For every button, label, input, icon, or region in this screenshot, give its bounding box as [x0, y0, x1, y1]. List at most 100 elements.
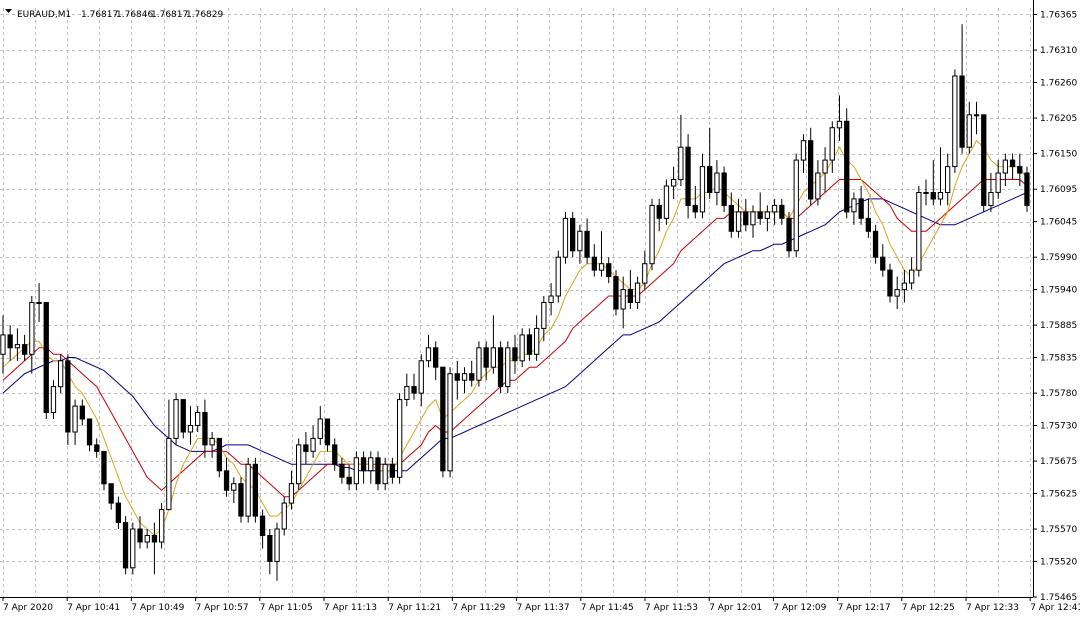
candle[interactable] [771, 198, 778, 225]
candle[interactable] [238, 477, 244, 523]
candle[interactable] [764, 205, 771, 232]
candle[interactable] [72, 399, 78, 445]
candle[interactable] [627, 270, 634, 309]
candle[interactable] [418, 354, 424, 407]
candle[interactable] [7, 325, 13, 361]
candle[interactable] [440, 366, 446, 478]
candle[interactable] [166, 399, 172, 511]
candle[interactable] [721, 166, 727, 212]
candle[interactable] [685, 134, 691, 219]
candle[interactable] [368, 451, 374, 484]
candle[interactable] [606, 257, 612, 284]
candle[interactable] [678, 114, 684, 186]
candle[interactable] [476, 341, 482, 387]
candle[interactable] [274, 522, 280, 581]
candle[interactable] [339, 457, 345, 484]
candle[interactable] [937, 147, 944, 206]
candle[interactable] [310, 425, 316, 458]
candle[interactable] [923, 179, 929, 206]
candle[interactable] [173, 393, 179, 445]
candle[interactable] [195, 406, 201, 432]
candle[interactable] [245, 457, 251, 523]
candle[interactable] [519, 328, 525, 368]
candle[interactable] [425, 334, 432, 368]
candle[interactable] [324, 418, 331, 452]
candle[interactable] [916, 186, 922, 277]
candle[interactable] [591, 244, 598, 277]
candle[interactable] [144, 529, 150, 549]
candle[interactable] [808, 127, 814, 206]
candle[interactable] [815, 160, 821, 206]
candle[interactable] [995, 160, 1001, 199]
candle[interactable] [130, 522, 136, 575]
candle[interactable] [858, 186, 864, 225]
candle[interactable] [1009, 153, 1016, 180]
candle[interactable] [548, 283, 554, 316]
candle[interactable] [512, 334, 518, 374]
triangle-down-icon[interactable] [5, 9, 12, 13]
candle[interactable] [952, 69, 958, 174]
candle[interactable] [14, 328, 21, 361]
candle[interactable] [317, 406, 323, 445]
candle-layer[interactable] [0, 24, 1030, 581]
candle[interactable] [634, 276, 641, 309]
candle[interactable] [822, 147, 828, 193]
candle[interactable] [988, 173, 994, 212]
candle[interactable] [613, 270, 619, 316]
candle[interactable] [829, 121, 835, 173]
candle[interactable] [872, 224, 879, 264]
candle[interactable] [469, 360, 475, 387]
candle[interactable] [735, 198, 742, 238]
candle[interactable] [180, 399, 186, 439]
candle[interactable] [375, 451, 381, 491]
candle[interactable] [966, 101, 972, 154]
candle[interactable] [743, 198, 749, 232]
candle[interactable] [671, 166, 677, 199]
candle[interactable] [137, 516, 143, 549]
candle[interactable] [750, 205, 756, 238]
candle[interactable] [497, 341, 504, 394]
candle[interactable] [865, 198, 872, 238]
candle[interactable] [1017, 153, 1023, 186]
candle[interactable] [642, 250, 648, 290]
candle[interactable] [930, 160, 936, 206]
candle[interactable] [483, 341, 489, 381]
candle[interactable] [714, 160, 720, 206]
candle[interactable] [584, 218, 590, 264]
candle[interactable] [663, 179, 670, 225]
candle[interactable] [303, 432, 309, 465]
candle[interactable] [981, 114, 987, 212]
candle[interactable] [216, 437, 222, 478]
candle[interactable] [649, 198, 655, 271]
candle[interactable] [411, 373, 417, 400]
candle[interactable] [973, 101, 980, 135]
candle[interactable] [454, 360, 460, 400]
candle[interactable] [404, 373, 410, 407]
candle[interactable] [526, 328, 533, 361]
candle[interactable] [909, 257, 915, 290]
candle[interactable] [267, 529, 273, 575]
candle[interactable] [50, 380, 57, 419]
candle[interactable] [534, 315, 540, 361]
candle[interactable] [757, 192, 763, 225]
candle[interactable] [0, 315, 6, 374]
candle[interactable] [296, 438, 302, 491]
candle[interactable] [79, 399, 85, 426]
candle[interactable] [786, 211, 792, 258]
candle[interactable] [202, 399, 208, 458]
candle[interactable] [223, 457, 230, 497]
candle[interactable] [86, 418, 93, 452]
candle[interactable] [281, 496, 287, 536]
candle[interactable] [433, 341, 439, 381]
candle[interactable] [447, 367, 453, 478]
candle[interactable] [115, 496, 121, 529]
candle[interactable] [707, 127, 713, 199]
candle[interactable] [1024, 166, 1030, 212]
candle[interactable] [880, 244, 886, 277]
candle[interactable] [353, 451, 360, 491]
candle[interactable] [562, 211, 569, 264]
candle[interactable] [505, 341, 511, 394]
candle[interactable] [1002, 153, 1009, 186]
candle[interactable] [187, 406, 194, 445]
